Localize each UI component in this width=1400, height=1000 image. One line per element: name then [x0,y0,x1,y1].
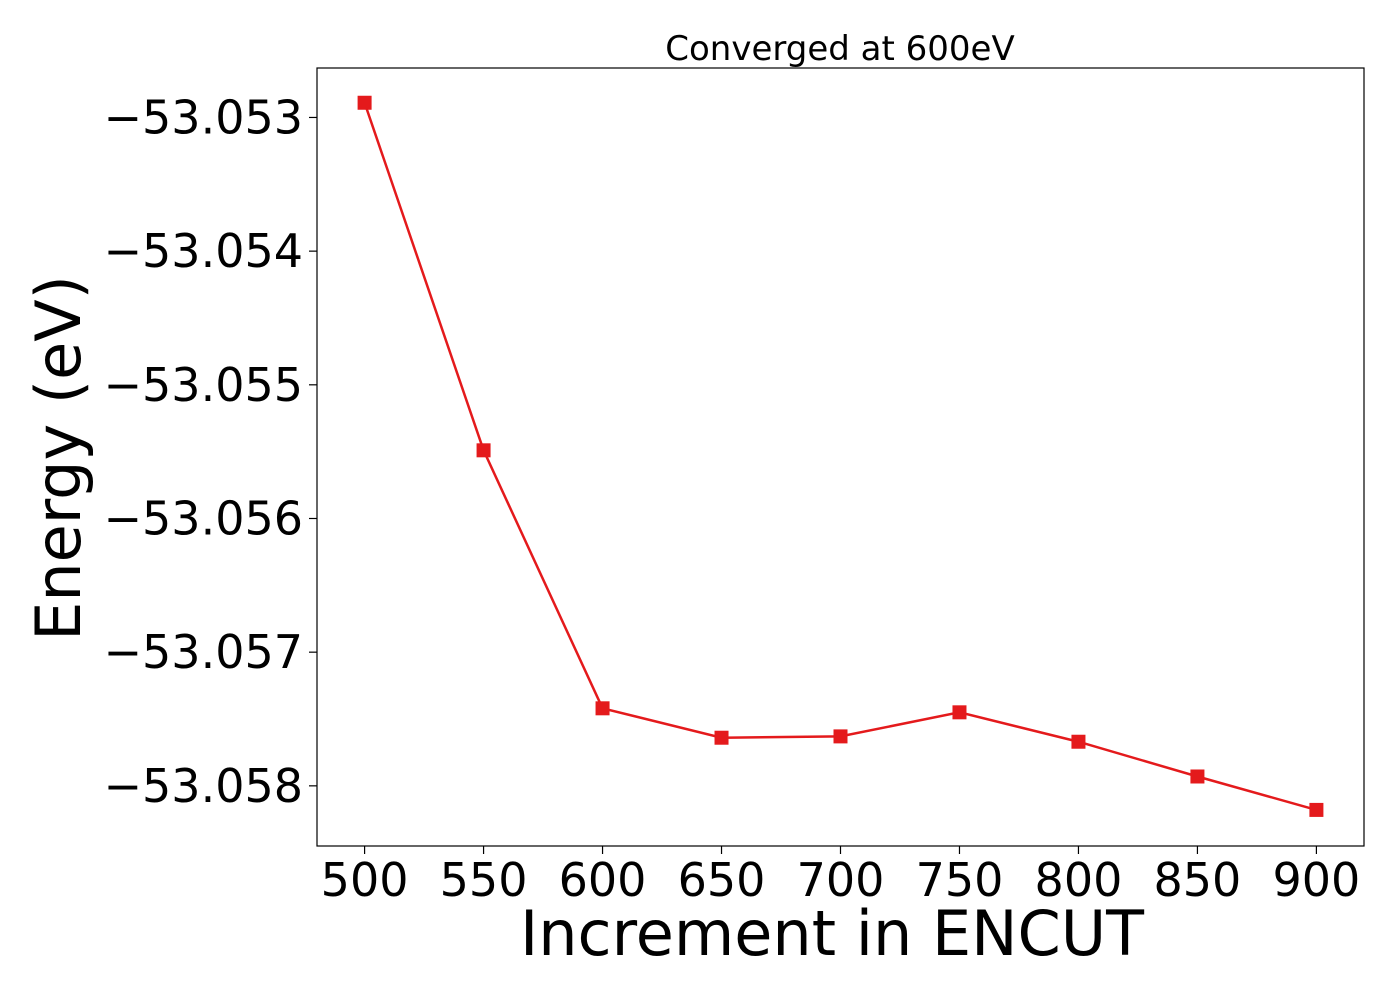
series-layer [357,95,1324,817]
y-tick-label: −53.054 [104,224,304,278]
y-tick-label: −53.053 [104,90,304,144]
plot-frame [316,67,1365,847]
data-point-marker [952,705,967,720]
data-point-marker [1190,769,1205,784]
x-tick-label: 900 [1273,853,1361,907]
data-point-marker [833,729,848,744]
x-axis: 500 550 600 650 700 750 800 850 900 [321,846,1361,907]
data-point-marker [714,730,729,745]
x-tick-label: 550 [440,853,528,907]
y-tick-label: −53.058 [104,759,304,813]
x-tick-label: 800 [1035,853,1123,907]
y-axis-label: Energy (eV) [22,275,95,641]
x-tick-label: 600 [559,853,647,907]
data-point-marker [595,701,610,716]
series-line [363,102,1317,812]
data-point-marker [1071,734,1086,749]
x-tick-label: 500 [321,853,409,907]
x-axis-label: Increment in ENCUT [520,897,1145,970]
chart-title: Converged at 600eV [665,29,1014,69]
x-tick-label: 750 [916,853,1004,907]
y-tick-label: −53.056 [104,491,304,545]
data-point-marker [357,95,372,110]
x-tick-label: 700 [797,853,885,907]
y-axis: −53.053 −53.054 −53.055 −53.056 −53.057 −53.0… [104,90,317,813]
x-tick-label: 850 [1154,853,1242,907]
data-point-marker [1309,802,1324,817]
x-tick-label: 650 [678,853,766,907]
data-point-marker [476,443,491,458]
y-tick-label: −53.057 [104,625,304,679]
y-tick-label: −53.055 [104,358,304,412]
